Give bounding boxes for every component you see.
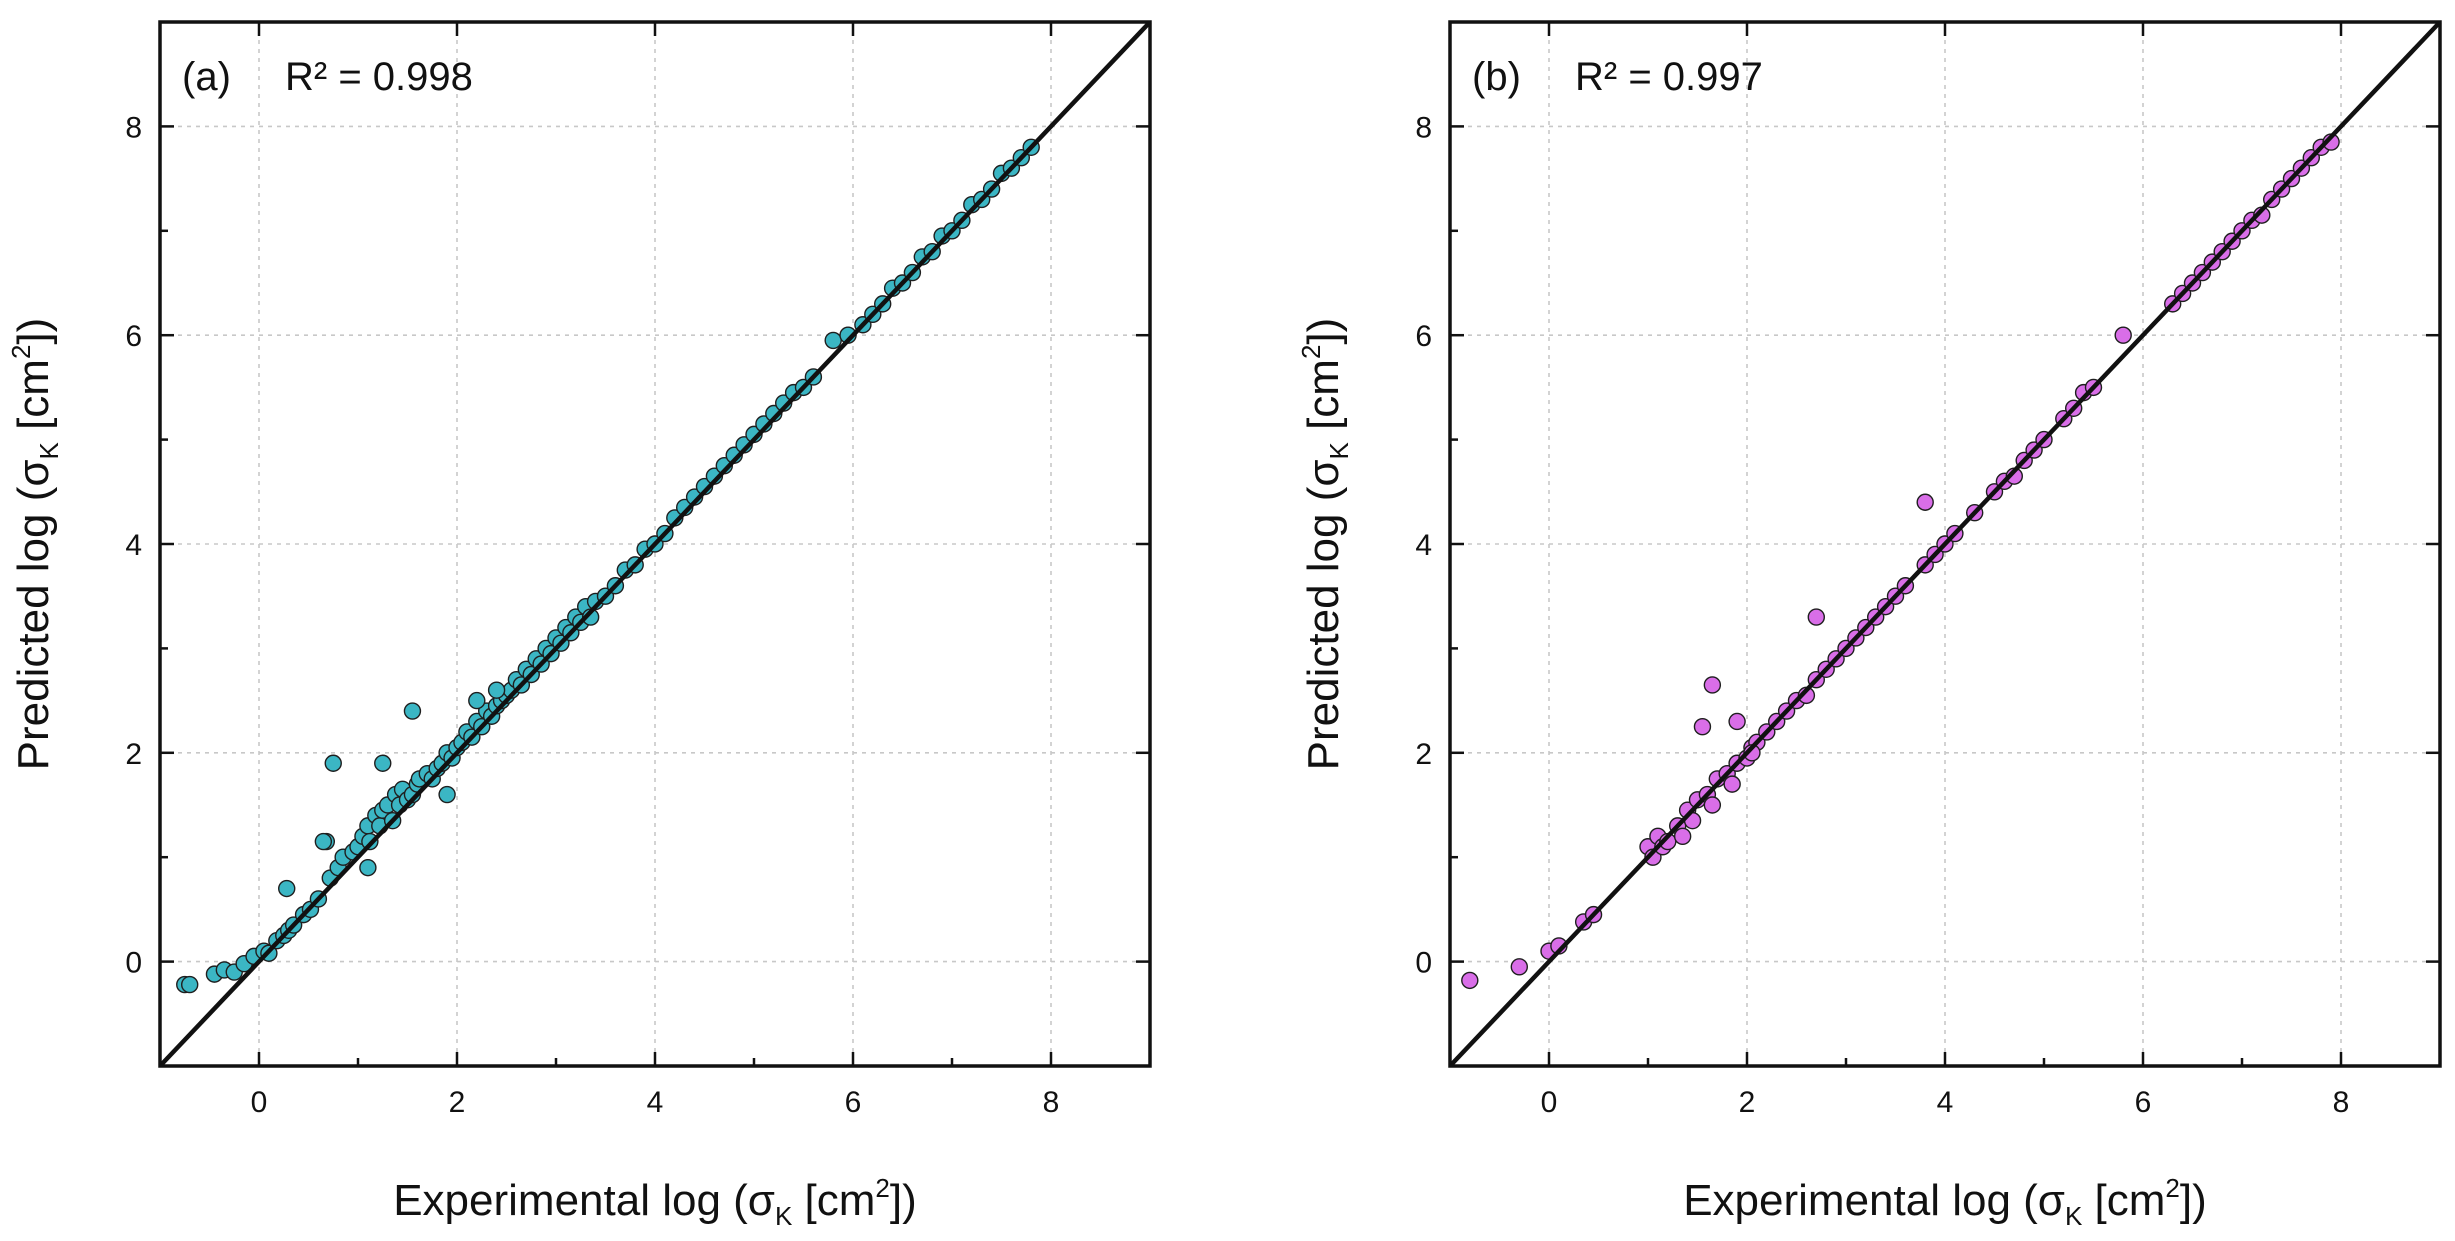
panel-a-data-point xyxy=(374,754,392,772)
panel-b-x-axis-title-text: Experimental log (σ xyxy=(1683,1176,2065,1225)
panel-a-y-tick-label: 2 xyxy=(125,738,142,771)
panel-b-y-axis-title: Predicted log (σK [cm2]) xyxy=(1296,318,1354,771)
panel-a-r2: R² = 0.998 xyxy=(285,55,473,99)
panel-a-ticks: 0 2 4 6 8 0 2 4 6 8 xyxy=(125,20,1152,1119)
panel-a: 0 2 4 6 8 0 2 4 6 8 (a) R² = 0.998 Experimental l… xyxy=(6,20,1152,1231)
panel-b-x-axis-title-sup: 2 xyxy=(2165,1173,2179,1203)
panel-a-y-axis-title-text: Predicted log (σ xyxy=(9,459,58,770)
panel-a-x-axis-title-mid: [cm xyxy=(792,1176,875,1225)
panel-b-y-tick-label: 2 xyxy=(1415,738,1432,771)
panel-a-data-point xyxy=(324,754,342,772)
panel-a-data-point xyxy=(180,975,199,994)
panel-a-label: (a) xyxy=(182,55,231,99)
panel-a-data-point xyxy=(438,785,456,804)
panel-a-data-point xyxy=(403,702,422,720)
panel-b-y-tick-label: 6 xyxy=(1415,320,1432,353)
panel-a-y-axis-title-sup: 2 xyxy=(6,345,36,359)
panel-b-points xyxy=(1461,133,2340,990)
panel-b-y-tick-label: 4 xyxy=(1415,529,1432,562)
panel-a-x-tick-label: 8 xyxy=(1043,1086,1060,1119)
panel-a-x-axis-title-sub: K xyxy=(775,1201,793,1231)
panel-a-data-point xyxy=(314,832,333,851)
panel-a-x-axis-title-text: Experimental log (σ xyxy=(393,1176,775,1225)
panel-b-y-tick-label: 0 xyxy=(1415,947,1432,980)
panel-a-y-axis-title-end: ]) xyxy=(9,318,58,345)
panel-b-data-point xyxy=(1723,775,1741,793)
panel-b-y-axis-title-end: ]) xyxy=(1299,318,1348,345)
panel-a-data-point xyxy=(824,331,842,350)
panel-a-y-tick-label: 4 xyxy=(125,529,142,562)
panel-a-x-tick-label: 2 xyxy=(449,1086,466,1119)
panel-b-x-tick-label: 8 xyxy=(2333,1086,2350,1119)
panel-b-y-axis-title-text: Predicted log (σ xyxy=(1299,459,1348,770)
panel-b-data-point xyxy=(1703,796,1722,814)
panel-b-y-axis-title-sub: K xyxy=(1324,441,1354,459)
panel-b-x-axis-title-sub: K xyxy=(2065,1201,2083,1231)
panel-b-ticks: 0 2 4 6 8 0 2 4 6 8 xyxy=(1415,20,2442,1119)
panel-b: 0 2 4 6 8 0 2 4 6 8 (b) R² = 0.997 Experimental l… xyxy=(1296,20,2442,1231)
panel-b-identity-line xyxy=(1448,20,2442,1068)
panel-a-x-tick-label: 6 xyxy=(845,1086,862,1119)
panel-b-data-point xyxy=(1916,493,1934,511)
panel-a-y-axis-title: Predicted log (σK [cm2]) xyxy=(6,318,64,771)
panel-b-data-point xyxy=(1673,827,1692,846)
panel-b-x-axis-title-end: ]) xyxy=(2180,1176,2207,1225)
panel-a-y-tick-label: 8 xyxy=(125,111,142,144)
panel-a-y-axis-title-mid: [cm xyxy=(9,359,58,442)
panel-b-data-point xyxy=(2114,326,2132,344)
panel-b-data-point xyxy=(1693,718,1712,736)
panel-a-x-tick-label: 0 xyxy=(251,1086,268,1119)
panel-a-x-axis-title-sup: 2 xyxy=(875,1173,889,1203)
panel-b-data-point xyxy=(1703,676,1722,694)
panel-b-data-point xyxy=(1807,608,1826,626)
panel-b-x-axis-title-mid: [cm xyxy=(2082,1176,2165,1225)
panel-b-data-point xyxy=(1728,712,1746,731)
panel-a-y-tick-label: 6 xyxy=(125,320,142,353)
panel-b-x-tick-label: 2 xyxy=(1739,1086,1756,1119)
panel-b-y-axis-title-mid: [cm xyxy=(1299,359,1348,442)
panel-a-x-axis-title-end: ]) xyxy=(890,1176,917,1225)
panel-a-y-axis-title-sub: K xyxy=(34,441,64,459)
panel-b-x-tick-label: 4 xyxy=(1937,1086,1954,1119)
panel-a-data-point xyxy=(359,858,377,877)
panel-a-x-tick-label: 4 xyxy=(647,1086,664,1119)
panel-a-data-point xyxy=(278,879,296,898)
panel-b-label: (b) xyxy=(1472,55,1521,99)
panel-b-y-axis-title-sup: 2 xyxy=(1296,345,1326,359)
panel-a-points xyxy=(176,138,1040,994)
panel-b-x-axis-title: Experimental log (σK [cm2]) xyxy=(1683,1173,2207,1231)
panel-b-data-point xyxy=(1510,958,1529,976)
panel-a-data-point xyxy=(487,681,506,699)
panel-b-data-point xyxy=(1461,971,1479,990)
panel-b-y-tick-label: 8 xyxy=(1415,111,1432,144)
panel-a-x-axis-title: Experimental log (σK [cm2]) xyxy=(393,1173,917,1231)
panel-b-x-tick-label: 0 xyxy=(1541,1086,1558,1119)
panel-a-identity-line xyxy=(158,20,1152,1068)
panel-a-data-point xyxy=(468,691,486,710)
panel-a-y-tick-label: 0 xyxy=(125,947,142,980)
panel-b-r2: R² = 0.997 xyxy=(1575,55,1763,99)
panel-b-x-tick-label: 6 xyxy=(2135,1086,2152,1119)
